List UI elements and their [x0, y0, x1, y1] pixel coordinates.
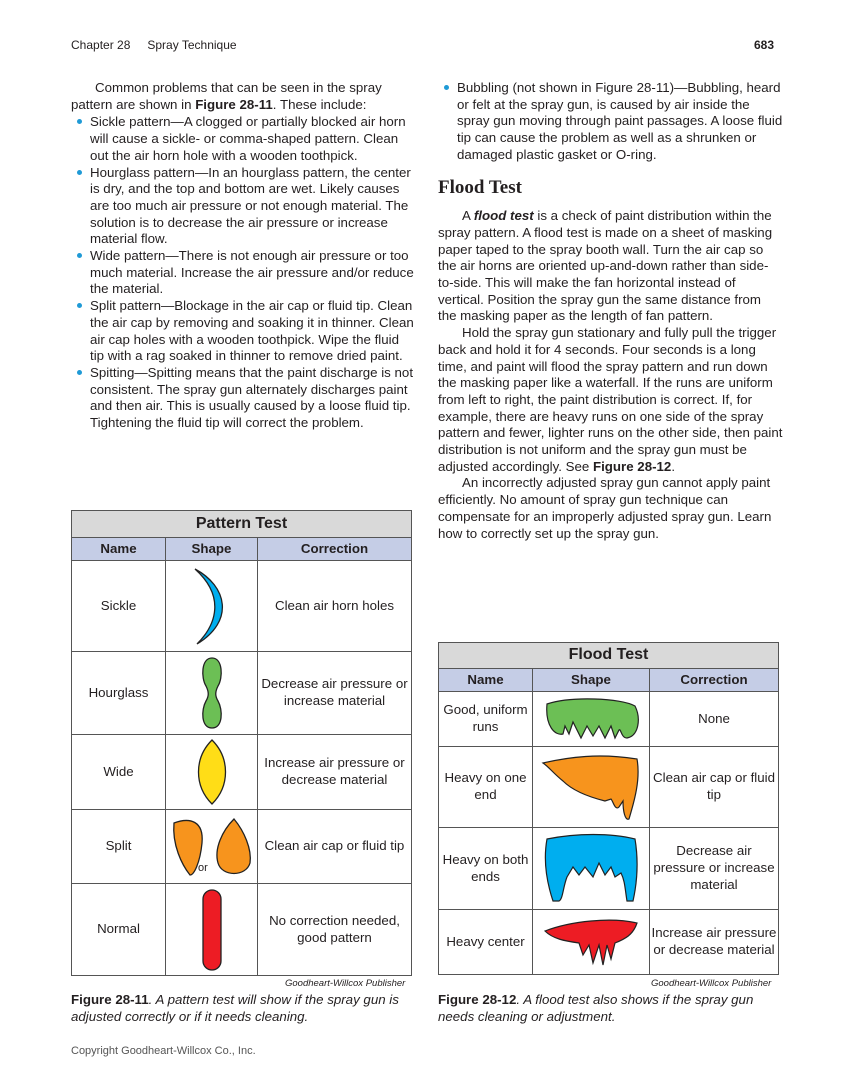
heavy-both-ends-shape-icon: [532, 827, 650, 910]
row-correction: Clean air cap or fluid tip: [649, 746, 779, 828]
page-number: 683: [754, 38, 775, 52]
figure-ref: Figure 28-12: [592, 458, 672, 474]
copyright-footer: Copyright Goodheart-Willcox Co., Inc.: [71, 1045, 256, 1057]
row-correction: No correction needed, good pattern: [257, 883, 412, 976]
column-header: Name: [71, 537, 166, 561]
text: . These include:: [272, 96, 367, 112]
split-shape-icon: or: [165, 809, 258, 884]
table-row: Heavy on both ends Decrease air pressure…: [438, 827, 779, 910]
publisher-credit: Goodheart-Willcox Publisher: [285, 978, 406, 989]
table-title: Pattern Test: [71, 510, 412, 538]
text: A: [462, 208, 474, 224]
column-header: Shape: [532, 668, 650, 692]
column-header: Correction: [257, 537, 412, 561]
table-row: Heavy on one end Clean air cap or fluid …: [438, 746, 779, 828]
list-item: Spitting—Spitting means that the paint d…: [71, 365, 416, 432]
bubbling-list: Bubbling (not shown in Figure 28-11)—Bub…: [438, 80, 783, 164]
table-row: Heavy center Increase air pressure or de…: [438, 909, 779, 975]
list-item: Bubbling (not shown in Figure 28-11)—Bub…: [438, 80, 783, 164]
normal-shape-icon: [165, 883, 258, 976]
sickle-shape-icon: [165, 560, 258, 652]
row-correction: None: [649, 691, 779, 747]
term: flood test: [473, 208, 534, 224]
row-name: Split: [71, 809, 166, 884]
chapter-title: Spray Technique: [147, 38, 237, 52]
figure-ref: Figure 28-11: [195, 96, 273, 112]
caption-label: Figure 28-11: [71, 992, 149, 1007]
figure-caption: Figure 28-12. A flood test also shows if…: [438, 991, 783, 1025]
paragraph: A flood test is a check of paint distrib…: [438, 208, 783, 325]
paragraph: Hold the spray gun stationary and fully …: [438, 325, 783, 475]
row-correction: Increase air pressure or decrease materi…: [649, 909, 779, 975]
row-name: Heavy on both ends: [438, 827, 533, 910]
list-item: Sickle pattern—A clogged or partially bl…: [71, 114, 416, 164]
row-correction: Increase air pressure or decrease materi…: [257, 734, 412, 810]
paragraph: An incorrectly adjusted spray gun cannot…: [438, 475, 772, 541]
problem-list: Sickle pattern—A clogged or partially bl…: [71, 114, 416, 431]
section-heading: Flood Test: [438, 176, 522, 198]
row-name: Wide: [71, 734, 166, 810]
row-correction: Decrease air pressure or increase materi…: [649, 827, 779, 910]
row-name: Normal: [71, 883, 166, 976]
table-title: Flood Test: [438, 642, 779, 669]
list-item: Split pattern—Blockage in the air cap or…: [71, 298, 416, 365]
column-header: Correction: [649, 668, 779, 692]
table-row: Normal No correction needed, good patter…: [71, 883, 412, 976]
row-name: Good, uniform runs: [438, 691, 533, 747]
table-row: Wide Increase air pressure or decrease m…: [71, 734, 412, 810]
row-correction: Clean air cap or fluid tip: [257, 809, 412, 884]
text: .: [671, 458, 676, 474]
wide-shape-icon: [165, 734, 258, 810]
list-item: Wide pattern—There is not enough air pre…: [71, 248, 416, 298]
list-item: Hourglass pattern—In an hourglass patter…: [71, 165, 416, 249]
uniform-runs-shape-icon: [532, 691, 650, 747]
heavy-center-shape-icon: [532, 909, 650, 975]
intro-paragraph: Common problems that can be seen in the …: [71, 80, 416, 113]
table-row: Good, uniform runs None: [438, 691, 779, 747]
right-column: Bubbling (not shown in Figure 28-11)—Bub…: [438, 80, 783, 542]
table-row: Hourglass Decrease air pressure or incre…: [71, 651, 412, 735]
text: is a check of paint distribution within …: [438, 208, 773, 324]
row-name: Heavy on one end: [438, 746, 533, 828]
hourglass-shape-icon: [165, 651, 258, 735]
row-name: Hourglass: [71, 651, 166, 735]
text: Common problems that can be seen in the …: [71, 80, 382, 112]
text: Hold the spray gun stationary and fully …: [438, 325, 783, 474]
table-row: Split or Clean air cap or fluid tip: [71, 809, 412, 884]
figure-caption: Figure 28-11. A pattern test will show i…: [71, 991, 416, 1025]
caption-text: . A pattern test will show if the spray …: [71, 992, 399, 1024]
heavy-one-end-shape-icon: [532, 746, 650, 828]
row-correction: Clean air horn holes: [257, 560, 412, 652]
pattern-test-table: Pattern Test Name Shape Correction Sickle …: [71, 510, 412, 976]
column-header: Shape: [165, 537, 258, 561]
row-name: Heavy center: [438, 909, 533, 975]
table-row: Sickle Clean air horn holes: [71, 560, 412, 652]
row-name: Sickle: [71, 560, 166, 652]
row-correction: Decrease air pressure or increase materi…: [257, 651, 412, 735]
chapter-label: Chapter 28: [71, 38, 131, 52]
left-column: Common problems that can be seen in the …: [71, 80, 416, 432]
caption-text: . A flood test also shows if the spray g…: [438, 992, 754, 1024]
publisher-credit: Goodheart-Willcox Publisher: [651, 978, 772, 989]
column-header: Name: [438, 668, 533, 692]
caption-label: Figure 28-12: [438, 992, 517, 1007]
running-header: Chapter 28 Spray Technique: [71, 38, 237, 52]
or-label: or: [198, 862, 208, 875]
flood-test-table: Flood Test Name Shape Correction Good, uni…: [438, 642, 779, 975]
